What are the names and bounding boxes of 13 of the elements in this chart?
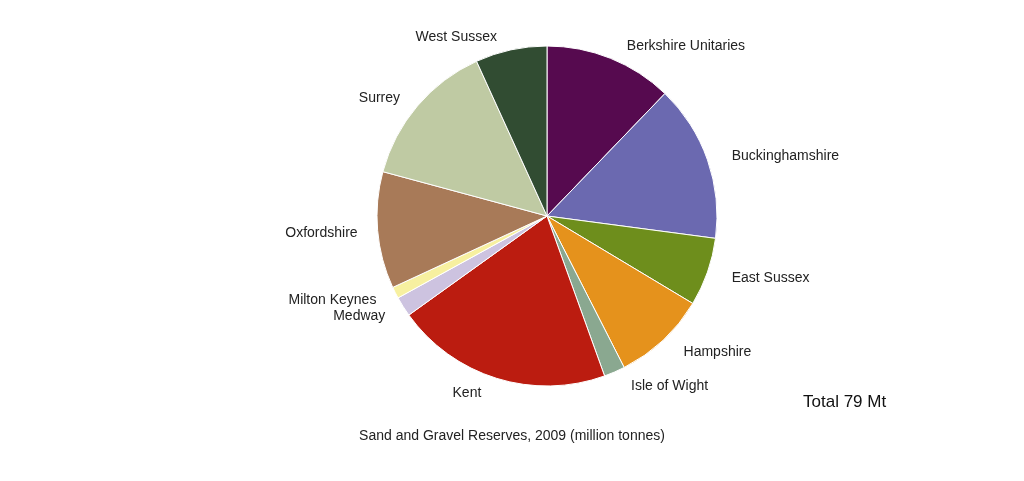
slice-label: Isle of Wight bbox=[631, 376, 709, 393]
slice-label: Buckinghamshire bbox=[731, 147, 840, 164]
slice-label: Surrey bbox=[358, 88, 401, 105]
slice-label: West Sussex bbox=[415, 28, 497, 45]
slice-label: Kent bbox=[452, 383, 482, 400]
slice-label: Oxfordshire bbox=[285, 223, 358, 240]
slice-label: East Sussex bbox=[731, 268, 810, 285]
text: Sand and Gravel Reserves, 2009 (million tonnes) bbox=[359, 427, 665, 443]
text: Total 79 Mt bbox=[803, 392, 887, 411]
slice-label: Milton Keynes bbox=[288, 291, 377, 308]
slice-label: Hampshire bbox=[683, 342, 752, 359]
slice-label: Medway bbox=[333, 307, 386, 324]
slice-label: Berkshire Unitaries bbox=[626, 37, 746, 54]
